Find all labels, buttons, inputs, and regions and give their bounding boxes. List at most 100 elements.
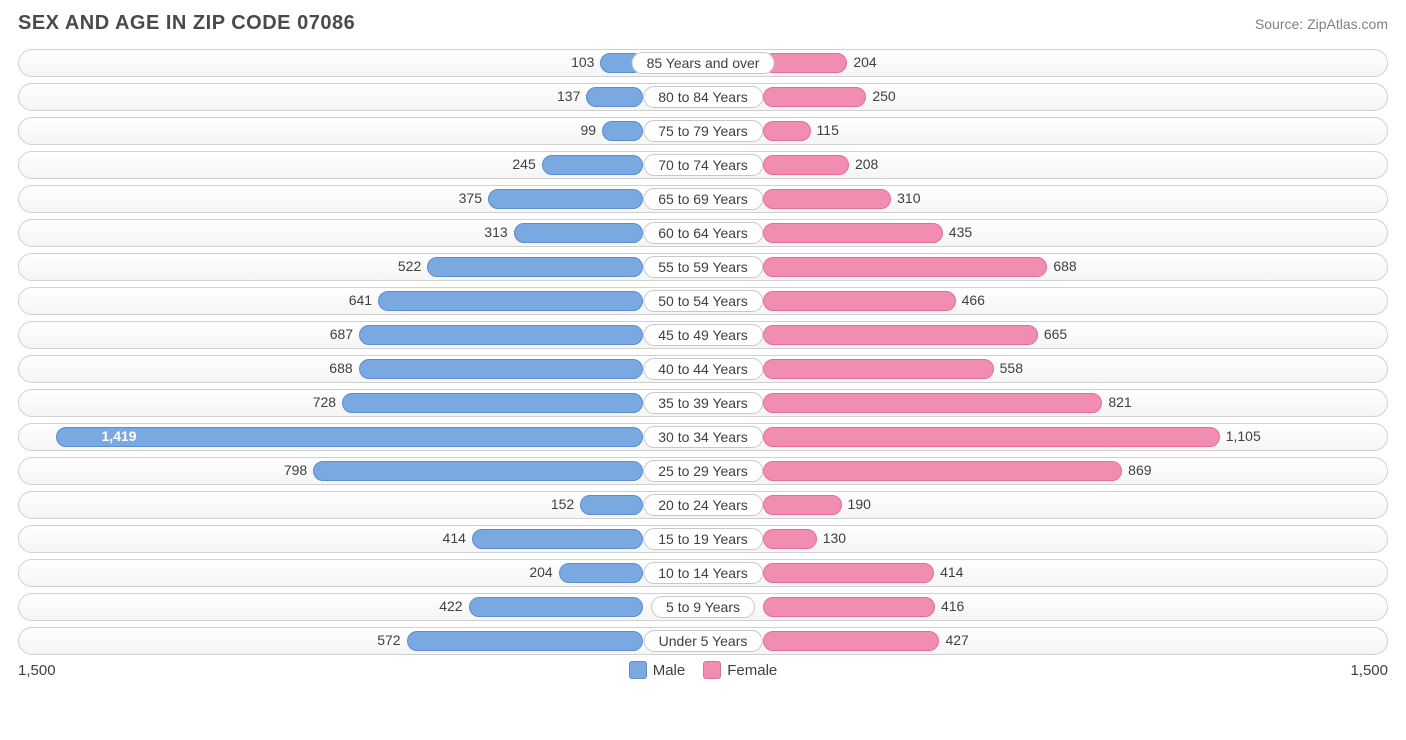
- bar-female: [763, 325, 1038, 345]
- value-male: 522: [398, 258, 421, 274]
- age-bracket-label: 70 to 74 Years: [643, 154, 763, 176]
- pyramid-row: 10320485 Years and over: [18, 49, 1388, 77]
- value-male: 1,419: [102, 428, 137, 444]
- value-female: 208: [855, 156, 878, 172]
- population-pyramid-chart: 10320485 Years and over13725080 to 84 Ye…: [18, 49, 1388, 655]
- pyramid-row: 72882135 to 39 Years: [18, 389, 1388, 417]
- age-bracket-label: 25 to 29 Years: [643, 460, 763, 482]
- chart-source: Source: ZipAtlas.com: [1255, 16, 1388, 32]
- value-female: 665: [1044, 326, 1067, 342]
- legend-item-male: Male: [629, 661, 686, 679]
- age-bracket-label: 15 to 19 Years: [643, 528, 763, 550]
- value-male: 687: [330, 326, 353, 342]
- value-female: 250: [872, 88, 895, 104]
- pyramid-row: 99 115 75 to 79 Years: [18, 117, 1388, 145]
- bar-male: [559, 563, 643, 583]
- legend-label-female: Female: [727, 662, 777, 679]
- bar-male: [602, 121, 643, 141]
- value-female: 115: [817, 122, 839, 138]
- age-bracket-label: 50 to 54 Years: [643, 290, 763, 312]
- pyramid-row: 68855840 to 44 Years: [18, 355, 1388, 383]
- bar-male: [514, 223, 643, 243]
- age-bracket-label: Under 5 Years: [644, 630, 763, 652]
- value-female: 310: [897, 190, 920, 206]
- age-bracket-label: 10 to 14 Years: [643, 562, 763, 584]
- legend-item-female: Female: [703, 661, 777, 679]
- age-bracket-label: 40 to 44 Years: [643, 358, 763, 380]
- age-bracket-label: 60 to 64 Years: [643, 222, 763, 244]
- chart-footer: 1,500 Male Female 1,500: [18, 661, 1388, 679]
- value-female: 130: [823, 530, 846, 546]
- value-male: 688: [329, 360, 352, 376]
- age-bracket-label: 35 to 39 Years: [643, 392, 763, 414]
- pyramid-row: 52268855 to 59 Years: [18, 253, 1388, 281]
- age-bracket-label: 5 to 9 Years: [651, 596, 755, 618]
- bar-male: [469, 597, 643, 617]
- bar-male: [56, 427, 643, 447]
- bar-male: [313, 461, 643, 481]
- legend: Male Female: [629, 661, 778, 679]
- bar-female: [763, 53, 847, 73]
- chart-title: SEX AND AGE IN ZIP CODE 07086: [18, 12, 355, 35]
- value-female: 688: [1053, 258, 1076, 274]
- bar-female: [763, 121, 811, 141]
- chart-header: SEX AND AGE IN ZIP CODE 07086 Source: Zi…: [18, 12, 1388, 35]
- pyramid-row: 15219020 to 24 Years: [18, 491, 1388, 519]
- value-female: 435: [949, 224, 972, 240]
- age-bracket-label: 75 to 79 Years: [643, 120, 763, 142]
- bar-female: [763, 189, 891, 209]
- value-female: 466: [962, 292, 985, 308]
- value-male: 99: [581, 122, 597, 138]
- bar-female: [763, 529, 817, 549]
- value-male: 245: [512, 156, 535, 172]
- bar-male: [407, 631, 643, 651]
- value-male: 572: [377, 632, 400, 648]
- value-female: 204: [853, 54, 876, 70]
- bar-female: [763, 563, 934, 583]
- value-female: 427: [945, 632, 968, 648]
- pyramid-row: 41413015 to 19 Years: [18, 525, 1388, 553]
- pyramid-row: 422 416 5 to 9 Years: [18, 593, 1388, 621]
- value-female: 1,105: [1226, 428, 1261, 444]
- age-bracket-label: 85 Years and over: [632, 52, 775, 74]
- value-female: 190: [848, 496, 871, 512]
- bar-male: [586, 87, 643, 107]
- legend-label-male: Male: [653, 662, 686, 679]
- age-bracket-label: 80 to 84 Years: [643, 86, 763, 108]
- value-male: 422: [439, 598, 462, 614]
- pyramid-row: 641 466 50 to 54 Years: [18, 287, 1388, 315]
- bar-male: [378, 291, 643, 311]
- age-bracket-label: 45 to 49 Years: [643, 324, 763, 346]
- axis-max-right: 1,500: [1350, 662, 1388, 679]
- bar-female: [763, 495, 842, 515]
- bar-female: [763, 393, 1102, 413]
- bar-female: [763, 155, 849, 175]
- bar-male: [472, 529, 643, 549]
- pyramid-row: 79886925 to 29 Years: [18, 457, 1388, 485]
- bar-male: [359, 325, 643, 345]
- bar-male: [359, 359, 643, 379]
- bar-female: [763, 359, 994, 379]
- pyramid-row: 313 435 60 to 64 Years: [18, 219, 1388, 247]
- bar-female: [763, 631, 939, 651]
- bar-female: [763, 223, 943, 243]
- value-male: 313: [484, 224, 507, 240]
- value-female: 416: [941, 598, 964, 614]
- value-male: 641: [349, 292, 372, 308]
- pyramid-row: 245 208 70 to 74 Years: [18, 151, 1388, 179]
- axis-max-left: 1,500: [18, 662, 56, 679]
- legend-swatch-female: [703, 661, 721, 679]
- bar-female: [763, 291, 956, 311]
- pyramid-row: 20441410 to 14 Years: [18, 559, 1388, 587]
- age-bracket-label: 65 to 69 Years: [643, 188, 763, 210]
- value-male: 137: [557, 88, 580, 104]
- bar-female: [763, 597, 935, 617]
- legend-swatch-male: [629, 661, 647, 679]
- bar-female: [763, 461, 1122, 481]
- bar-male: [427, 257, 643, 277]
- value-male: 204: [529, 564, 552, 580]
- bar-male: [488, 189, 643, 209]
- bar-male: [342, 393, 643, 413]
- value-male: 375: [459, 190, 482, 206]
- pyramid-row: 1,4191,10530 to 34 Years: [18, 423, 1388, 451]
